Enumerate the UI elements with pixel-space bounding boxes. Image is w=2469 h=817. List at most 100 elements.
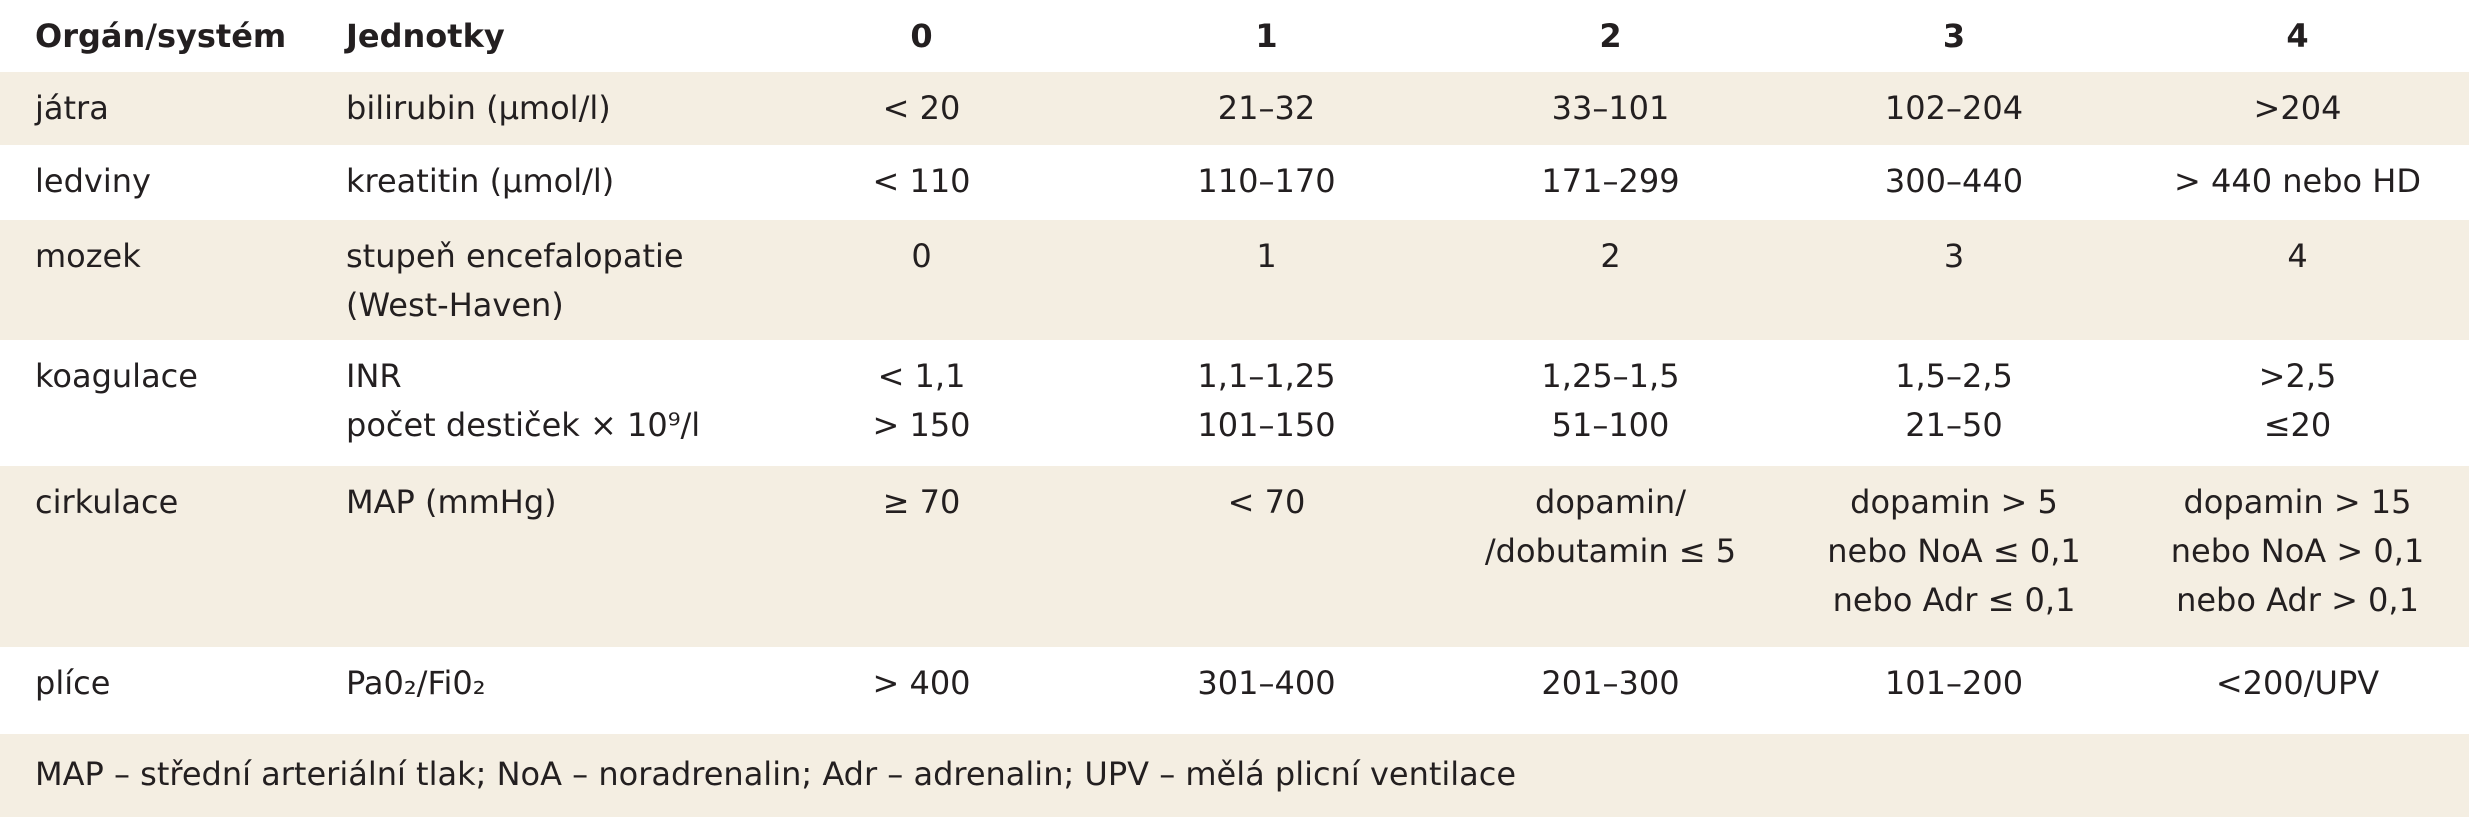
- table-cell: 301–400: [1094, 647, 1439, 734]
- header-cell: Jednotky: [346, 17, 505, 55]
- table-cell: dopamin > 5 nebo NoA ≤ 0,1 nebo Adr ≤ 0,1: [1782, 466, 2126, 647]
- header-cell: Orgán/systém: [35, 17, 287, 55]
- table-cell: plíce: [0, 647, 346, 734]
- cell-line: 2: [1600, 237, 1621, 275]
- table-cell: cirkulace: [0, 466, 346, 647]
- cell-line: 1,1–1,25: [1197, 357, 1336, 395]
- header-row: Orgán/systém Jednotky 0 1 2 3 4: [0, 0, 2469, 72]
- table-cell: < 110: [749, 145, 1094, 220]
- table-cell: 1,5–2,5 21–50: [1782, 340, 2126, 466]
- header-cell: 2: [1599, 17, 1622, 55]
- table-cell: dopamin > 15 nebo NoA > 0,1 nebo Adr > 0,1: [2126, 466, 2469, 647]
- table-cell: <200/UPV: [2126, 647, 2469, 734]
- cell-line: dopamin/: [1535, 483, 1686, 521]
- cell-line: počet destiček × 10⁹/l: [346, 406, 701, 444]
- cell-line: MAP (mmHg): [346, 483, 557, 521]
- cell-line: 21–32: [1217, 89, 1316, 127]
- cell-line: 171–299: [1541, 162, 1680, 200]
- table-cell: 4: [2126, 220, 2469, 340]
- table-row: koagulace INR počet destiček × 10⁹/l < 1,1 >…: [0, 340, 2469, 466]
- cell-line: (West-Haven): [346, 286, 564, 324]
- table-cell: stupeň encefalopatie (West-Haven): [346, 220, 749, 340]
- page: {"table": { "header": ["Orgán/systém", "…: [0, 17, 2469, 817]
- table-cell: játra: [0, 72, 346, 145]
- cell-line: 0: [911, 237, 932, 275]
- cell-line: nebo Adr ≤ 0,1: [1832, 581, 2076, 619]
- cell-line: 1,25–1,5: [1541, 357, 1680, 395]
- cell-line: < 1,1: [877, 357, 966, 395]
- table-cell: dopamin/ /dobutamin ≤ 5: [1439, 466, 1782, 647]
- cell-line: < 110: [872, 162, 971, 200]
- table-cell: bilirubin (µmol/l): [346, 72, 749, 145]
- table-cell: >2,5 ≤20: [2126, 340, 2469, 466]
- table-cell: 1,25–1,5 51–100: [1439, 340, 1782, 466]
- table-cell: < 20: [749, 72, 1094, 145]
- table-cell: 0: [749, 220, 1094, 340]
- table-row: plíce Pa0₂/Fi0₂ > 400 301–400 201–300 101–200…: [0, 647, 2469, 734]
- cell-line: < 70: [1227, 483, 1306, 521]
- cell-line: 101–150: [1197, 406, 1336, 444]
- table-cell: 201–300: [1439, 647, 1782, 734]
- cell-line: 1: [1256, 237, 1277, 275]
- table-cell: ledviny: [0, 145, 346, 220]
- cell-line: dopamin > 5: [1850, 483, 2058, 521]
- cell-line: mozek: [35, 237, 141, 275]
- cell-line: nebo NoA ≤ 0,1: [1827, 532, 2081, 570]
- cell-line: 201–300: [1541, 664, 1680, 702]
- table-row: ledviny kreatitin (µmol/l) < 110 110–170 171…: [0, 145, 2469, 220]
- table-cell: 110–170: [1094, 145, 1439, 220]
- cell-line: 101–200: [1884, 664, 2024, 702]
- table-cell: 300–440: [1782, 145, 2126, 220]
- cell-line: > 440 nebo HD: [2174, 162, 2421, 200]
- header-cell: 0: [910, 17, 933, 55]
- cell-line: bilirubin (µmol/l): [346, 89, 611, 127]
- cell-line: /dobutamin ≤ 5: [1484, 532, 1737, 570]
- header-cell: 3: [1942, 17, 1966, 55]
- cell-line: >2,5: [2258, 357, 2337, 395]
- table-cell: < 1,1 > 150: [749, 340, 1094, 466]
- cell-line: koagulace: [35, 357, 198, 395]
- cell-line: dopamin > 15: [2183, 483, 2412, 521]
- table-cell: 1: [1094, 220, 1439, 340]
- cell-line: 4: [2287, 237, 2308, 275]
- table-cell: 33–101: [1439, 72, 1782, 145]
- table-cell: ≥ 70: [749, 466, 1094, 647]
- note-row: MAP – střední arteriální tlak; NoA – nor…: [0, 734, 2469, 817]
- table-cell: koagulace: [0, 340, 346, 466]
- cell-line: > 400: [872, 664, 971, 702]
- cell-line: cirkulace: [35, 483, 179, 521]
- cell-line: >204: [2253, 89, 2342, 127]
- cell-line: 300–440: [1884, 162, 2024, 200]
- header-cell: 4: [2286, 17, 2309, 55]
- table-cell: >204: [2126, 72, 2469, 145]
- cell-line: nebo NoA > 0,1: [2170, 532, 2425, 570]
- table-cell: MAP (mmHg): [346, 466, 749, 647]
- note: MAP – střední arteriální tlak; NoA – nor…: [35, 755, 1517, 793]
- cell-line: < 20: [882, 89, 961, 127]
- cell-line: 21–50: [1905, 406, 2003, 444]
- cell-line: 3: [1943, 237, 1965, 275]
- table-cell: Pa0₂/Fi0₂: [346, 647, 749, 734]
- cell-line: 33–101: [1551, 89, 1670, 127]
- cell-line: 102–204: [1884, 89, 2024, 127]
- table-row: játra bilirubin (µmol/l) < 20 21–32 33–101 10…: [0, 72, 2469, 145]
- table-cell: 101–200: [1782, 647, 2126, 734]
- table-row: cirkulace MAP (mmHg) ≥ 70 < 70 dopamin/ /dobu…: [0, 466, 2469, 647]
- table-cell: INR počet destiček × 10⁹/l: [346, 340, 749, 466]
- table-row: mozek stupeň encefalopatie (West-Haven) 0 1 2…: [0, 220, 2469, 340]
- table-cell: 1,1–1,25 101–150: [1094, 340, 1439, 466]
- cell-line: 301–400: [1197, 664, 1336, 702]
- cell-line: ≥ 70: [882, 483, 961, 521]
- cell-line: <200/UPV: [2215, 664, 2380, 702]
- cell-line: kreatitin (µmol/l): [346, 162, 615, 200]
- table-cell: 2: [1439, 220, 1782, 340]
- cell-line: 51–100: [1551, 406, 1670, 444]
- cell-line: ledviny: [35, 162, 151, 200]
- cell-line: játra: [35, 89, 109, 127]
- cell-line: 1,5–2,5: [1895, 357, 2013, 395]
- cell-line: > 150: [872, 406, 971, 444]
- cell-line: INR: [346, 357, 402, 395]
- table-cell: > 440 nebo HD: [2126, 145, 2469, 220]
- table-cell: mozek: [0, 220, 346, 340]
